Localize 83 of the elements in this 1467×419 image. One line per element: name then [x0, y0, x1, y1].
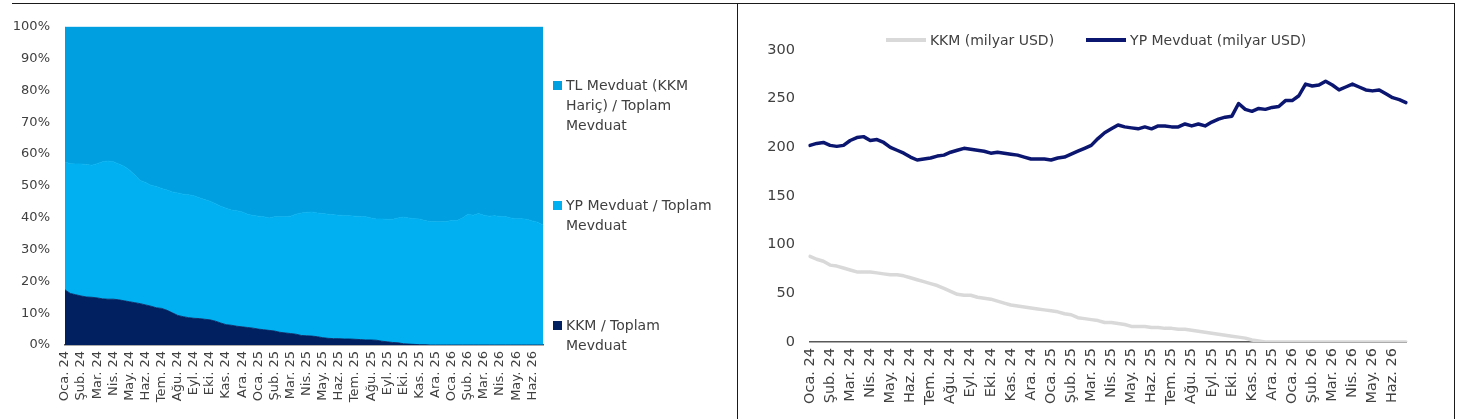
- x-tick-label: Haz. 26: [1383, 348, 1400, 404]
- x-tick-label: May. 24: [881, 348, 898, 404]
- y-tick-label: 10%: [21, 304, 50, 320]
- x-tick-label: Oca. 26: [443, 351, 459, 402]
- x-tick-label: Oca. 24: [800, 348, 817, 404]
- x-tick-label: Oca. 25: [249, 351, 265, 402]
- x-tick-label: Nis. 26: [491, 351, 507, 396]
- x-tick-label: Eyl. 25: [378, 351, 394, 396]
- x-tick-label: Şub. 24: [820, 348, 837, 404]
- y-tick-label: 150: [767, 186, 795, 203]
- y-tick-label: 40%: [21, 209, 50, 225]
- x-tick-label: Nis. 25: [1102, 348, 1119, 399]
- y-tick-label: 80%: [21, 81, 50, 97]
- x-tick-label: Haz. 24: [136, 351, 152, 401]
- x-tick-label: Mar. 24: [840, 348, 857, 402]
- x-tick-label: Mar. 25: [281, 351, 297, 400]
- x-tick-label: Haz. 24: [901, 348, 918, 404]
- y-tick-label: 100%: [12, 18, 50, 34]
- legend-label: YP Mevduat (milyar USD): [1130, 31, 1307, 49]
- legend-label: KKM / Toplam Mevduat: [566, 316, 661, 355]
- y-tick-label: 300: [767, 40, 795, 57]
- x-tick-label: Mar. 25: [1082, 348, 1099, 402]
- x-tick-label: May. 24: [120, 351, 136, 401]
- x-tick-label: Şub. 26: [459, 351, 475, 401]
- legend-label: YP Mevduat / Toplam Mevduat: [566, 196, 713, 235]
- x-tick-label: Haz. 25: [330, 351, 346, 401]
- x-tick-label: Kas. 25: [410, 351, 426, 399]
- x-tick-label: Oca. 26: [1282, 348, 1299, 404]
- x-tick-label: Ağu. 25: [362, 351, 378, 402]
- x-tick-label: Nis. 24: [861, 348, 878, 399]
- x-tick-label: Mar. 26: [1323, 348, 1340, 402]
- x-tick-label: Kas. 24: [217, 351, 233, 399]
- x-tick-label: May. 26: [1363, 348, 1380, 404]
- x-tick-label: May. 25: [314, 351, 330, 401]
- x-tick-label: Mar. 26: [475, 351, 491, 400]
- x-tick-label: Eki. 24: [981, 348, 998, 398]
- x-tick-label: Ara. 25: [426, 351, 442, 399]
- y-tick-label: 250: [767, 89, 795, 106]
- x-tick-label: Ara. 24: [233, 351, 249, 399]
- x-tick-label: Nis. 26: [1343, 348, 1360, 399]
- x-tick-label: Nis. 25: [298, 351, 314, 396]
- y-tick-label: 0%: [29, 336, 50, 352]
- x-tick-label: Nis. 24: [104, 351, 120, 396]
- x-tick-label: Eki. 25: [1222, 348, 1239, 398]
- x-tick-label: Eki. 24: [201, 351, 217, 396]
- x-tick-label: Tem. 24: [921, 348, 938, 407]
- y-tick-label: 0: [785, 332, 795, 349]
- x-tick-label: Eki. 25: [394, 351, 410, 396]
- x-tick-label: Tem. 25: [346, 351, 362, 404]
- y-tick-label: 30%: [21, 240, 50, 256]
- y-tick-label: 20%: [21, 272, 50, 288]
- y-tick-label: 50: [776, 284, 795, 301]
- y-tick-label: 90%: [21, 49, 50, 65]
- x-tick-label: Haz. 26: [523, 351, 539, 401]
- y-tick-label: 70%: [21, 113, 50, 129]
- x-tick-label: Şub. 24: [72, 351, 88, 401]
- x-tick-label: Tem. 25: [1162, 348, 1179, 407]
- x-tick-label: Eyl. 24: [185, 351, 201, 396]
- y-tick-label: 50%: [21, 177, 50, 193]
- x-tick-label: Oca. 25: [1041, 348, 1058, 404]
- x-tick-label: Kas. 25: [1242, 348, 1259, 402]
- x-tick-label: Kas. 24: [1001, 348, 1018, 402]
- x-tick-label: Şub. 25: [265, 351, 281, 401]
- x-tick-label: Ara. 25: [1262, 348, 1279, 401]
- x-tick-label: Eyl. 24: [961, 348, 978, 398]
- x-tick-label: May. 26: [507, 351, 523, 401]
- y-tick-label: 100: [767, 235, 795, 252]
- x-tick-label: May. 25: [1122, 348, 1139, 404]
- x-tick-label: Şub. 25: [1061, 348, 1078, 404]
- x-tick-label: Haz. 25: [1142, 348, 1159, 404]
- y-tick-label: 200: [767, 138, 795, 155]
- x-tick-label: Tem. 24: [153, 351, 169, 404]
- x-tick-label: Eyl. 25: [1202, 348, 1219, 398]
- legend-label: TL Mevduat (KKM Hariç) / Toplam Mevduat: [566, 76, 689, 135]
- legend-label: KKM (milyar USD): [929, 31, 1055, 49]
- x-tick-label: Ara. 24: [1021, 348, 1038, 401]
- x-tick-label: Şub. 26: [1303, 348, 1320, 404]
- x-tick-label: Ağu. 25: [1182, 348, 1199, 404]
- x-tick-label: Ağu. 24: [941, 348, 958, 404]
- y-tick-label: 60%: [21, 145, 50, 161]
- x-tick-label: Mar. 24: [88, 351, 104, 400]
- x-tick-label: Oca. 24: [56, 351, 72, 402]
- x-tick-label: Ağu. 24: [169, 351, 185, 402]
